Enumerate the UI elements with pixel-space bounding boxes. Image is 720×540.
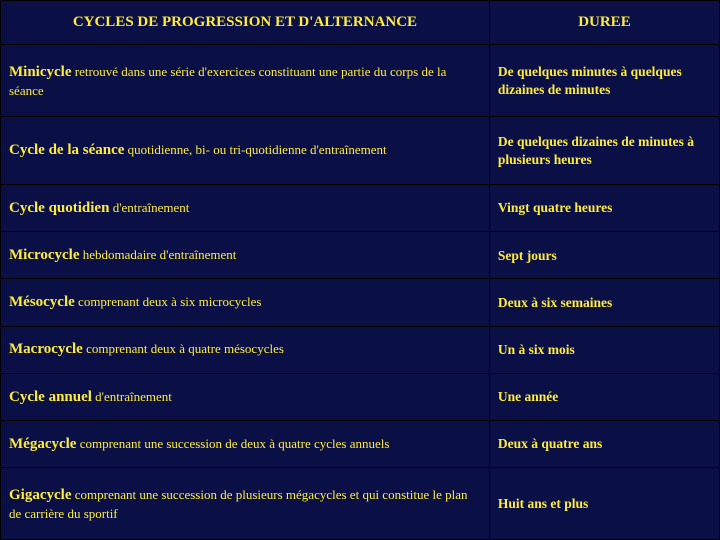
cycle-cell: Macrocycle comprenant deux à quatre méso… [1, 326, 490, 373]
cycle-term: Cycle annuel [9, 389, 92, 405]
header-cycle: CYCLES DE PROGRESSION ET D'ALTERNANCE [1, 1, 490, 45]
table-row: Gigacycle comprenant une succession de p… [1, 467, 720, 539]
cycle-desc: comprenant une succession de deux à quat… [76, 436, 389, 451]
cycle-term: Gigacycle [9, 487, 71, 503]
cycle-desc: comprenant deux à six microcycles [75, 294, 262, 309]
table-header-row: CYCLES DE PROGRESSION ET D'ALTERNANCE DU… [1, 1, 720, 45]
cycle-desc: quotidienne, bi- ou tri-quotidienne d'en… [124, 142, 386, 157]
cycle-term: Cycle quotidien [9, 200, 109, 216]
table-row: Mésocycle comprenant deux à six microcyc… [1, 279, 720, 326]
cycle-cell: Mésocycle comprenant deux à six microcyc… [1, 279, 490, 326]
duree-cell: Huit ans et plus [489, 467, 719, 539]
cycle-cell: Gigacycle comprenant une succession de p… [1, 467, 490, 539]
cycle-desc: d'entraînement [92, 389, 172, 404]
cycle-term: Mégacycle [9, 436, 76, 452]
table-row: Minicycle retrouvé dans une série d'exer… [1, 45, 720, 117]
cycle-cell: Cycle de la séance quotidienne, bi- ou t… [1, 117, 490, 185]
cycle-term: Mésocycle [9, 294, 75, 310]
table-row: Macrocycle comprenant deux à quatre méso… [1, 326, 720, 373]
table-row: Cycle de la séance quotidienne, bi- ou t… [1, 117, 720, 185]
duree-cell: Sept jours [489, 232, 719, 279]
duree-cell: De quelques minutes à quelques dizaines … [489, 45, 719, 117]
table-body: Minicycle retrouvé dans une série d'exer… [1, 45, 720, 540]
cycle-desc: d'entraînement [109, 200, 189, 215]
duree-cell: Deux à six semaines [489, 279, 719, 326]
duree-cell: De quelques dizaines de minutes à plusie… [489, 117, 719, 185]
cycle-cell: Mégacycle comprenant une succession de d… [1, 420, 490, 467]
cycle-desc: comprenant une succession de plusieurs m… [9, 487, 468, 521]
cycle-desc: comprenant deux à quatre mésocycles [83, 341, 284, 356]
cycle-cell: Microcycle hebdomadaire d'entraînement [1, 232, 490, 279]
table-row: Cycle annuel d'entraînement Une année [1, 373, 720, 420]
duree-cell: Une année [489, 373, 719, 420]
table-row: Mégacycle comprenant une succession de d… [1, 420, 720, 467]
cycle-cell: Minicycle retrouvé dans une série d'exer… [1, 45, 490, 117]
table-row: Microcycle hebdomadaire d'entraînement S… [1, 232, 720, 279]
cycle-cell: Cycle quotidien d'entraînement [1, 185, 490, 232]
cycle-term: Minicycle [9, 64, 71, 80]
duree-cell: Vingt quatre heures [489, 185, 719, 232]
cycle-desc: retrouvé dans une série d'exercices cons… [9, 64, 446, 98]
duree-cell: Un à six mois [489, 326, 719, 373]
table-row: Cycle quotidien d'entraînement Vingt qua… [1, 185, 720, 232]
header-duree: DUREE [489, 1, 719, 45]
cycle-term: Macrocycle [9, 341, 83, 357]
cycle-term: Cycle de la séance [9, 142, 124, 158]
cycle-term: Microcycle [9, 247, 80, 263]
duree-cell: Deux à quatre ans [489, 420, 719, 467]
cycle-desc: hebdomadaire d'entraînement [80, 247, 237, 262]
cycles-table: CYCLES DE PROGRESSION ET D'ALTERNANCE DU… [0, 0, 720, 540]
cycle-cell: Cycle annuel d'entraînement [1, 373, 490, 420]
